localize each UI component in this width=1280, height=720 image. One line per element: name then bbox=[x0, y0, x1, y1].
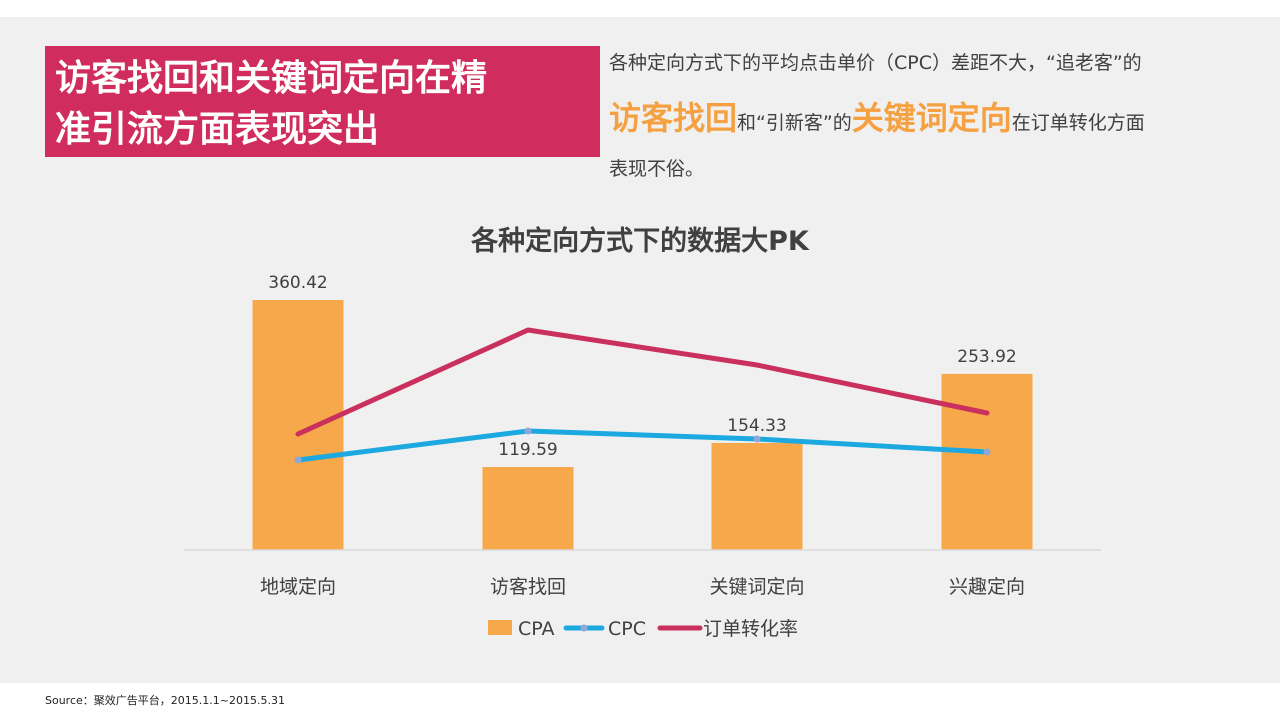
cpa-data-label-1: 360.42 bbox=[268, 273, 327, 293]
cpa-bar-2 bbox=[482, 467, 574, 550]
description-line-3: 表现不俗。 bbox=[609, 158, 705, 180]
cpa-data-label-3: 154.33 bbox=[727, 416, 786, 436]
slide-title-line-1: 访客找回和关键词定向在精 bbox=[55, 58, 488, 99]
cpc-point-2 bbox=[524, 427, 532, 435]
cpa-bar-1 bbox=[252, 300, 344, 550]
source-note: Source：聚效广告平台，2015.1.1~2015.5.31 bbox=[45, 694, 285, 707]
conversion-rate-line bbox=[295, 327, 990, 437]
description-text-2: 在订单转化方面 bbox=[1011, 112, 1145, 134]
slide-title: 访客找回和关键词定向在精 准引流方面表现突出 bbox=[45, 46, 600, 157]
cpc-point-1 bbox=[294, 456, 302, 464]
chart-title: 各种定向方式下的数据大PK bbox=[470, 225, 810, 257]
cpc-point-3 bbox=[753, 435, 761, 443]
x-tick-label-4: 兴趣定向 bbox=[949, 576, 1025, 598]
legend-cpa-swatch bbox=[488, 620, 512, 635]
cpa-bar-4 bbox=[941, 373, 1033, 550]
legend-cpc-marker bbox=[580, 624, 588, 632]
legend-cpc-label: CPC bbox=[608, 618, 646, 640]
description-line-2: 访客找回和“引新客”的关键词定向在订单转化方面 bbox=[609, 93, 1145, 148]
slide-title-line-2: 准引流方面表现突出 bbox=[55, 109, 380, 150]
x-tick-label-1: 地域定向 bbox=[260, 576, 336, 598]
cpa-data-label-2: 119.59 bbox=[498, 440, 557, 460]
legend-conversion-label: 订单转化率 bbox=[703, 618, 798, 640]
cpc-line bbox=[295, 428, 990, 463]
highlight-keyword-targeting: 关键词定向 bbox=[851, 99, 1012, 137]
legend-cpa-label: CPA bbox=[518, 618, 555, 640]
description-text-1: 和“引新客”的 bbox=[737, 112, 852, 134]
cpa-bar-3 bbox=[711, 442, 803, 550]
x-tick-label-2: 访客找回 bbox=[490, 576, 566, 598]
cpc-point-4 bbox=[983, 448, 991, 456]
highlight-visitor-retrieval: 访客找回 bbox=[609, 99, 738, 137]
x-tick-label-3: 关键词定向 bbox=[709, 576, 804, 598]
description-line-1: 各种定向方式下的平均点击单价（CPC）差距不大，“追老客”的 bbox=[609, 52, 1142, 74]
cpa-data-label-4: 253.92 bbox=[957, 347, 1016, 367]
